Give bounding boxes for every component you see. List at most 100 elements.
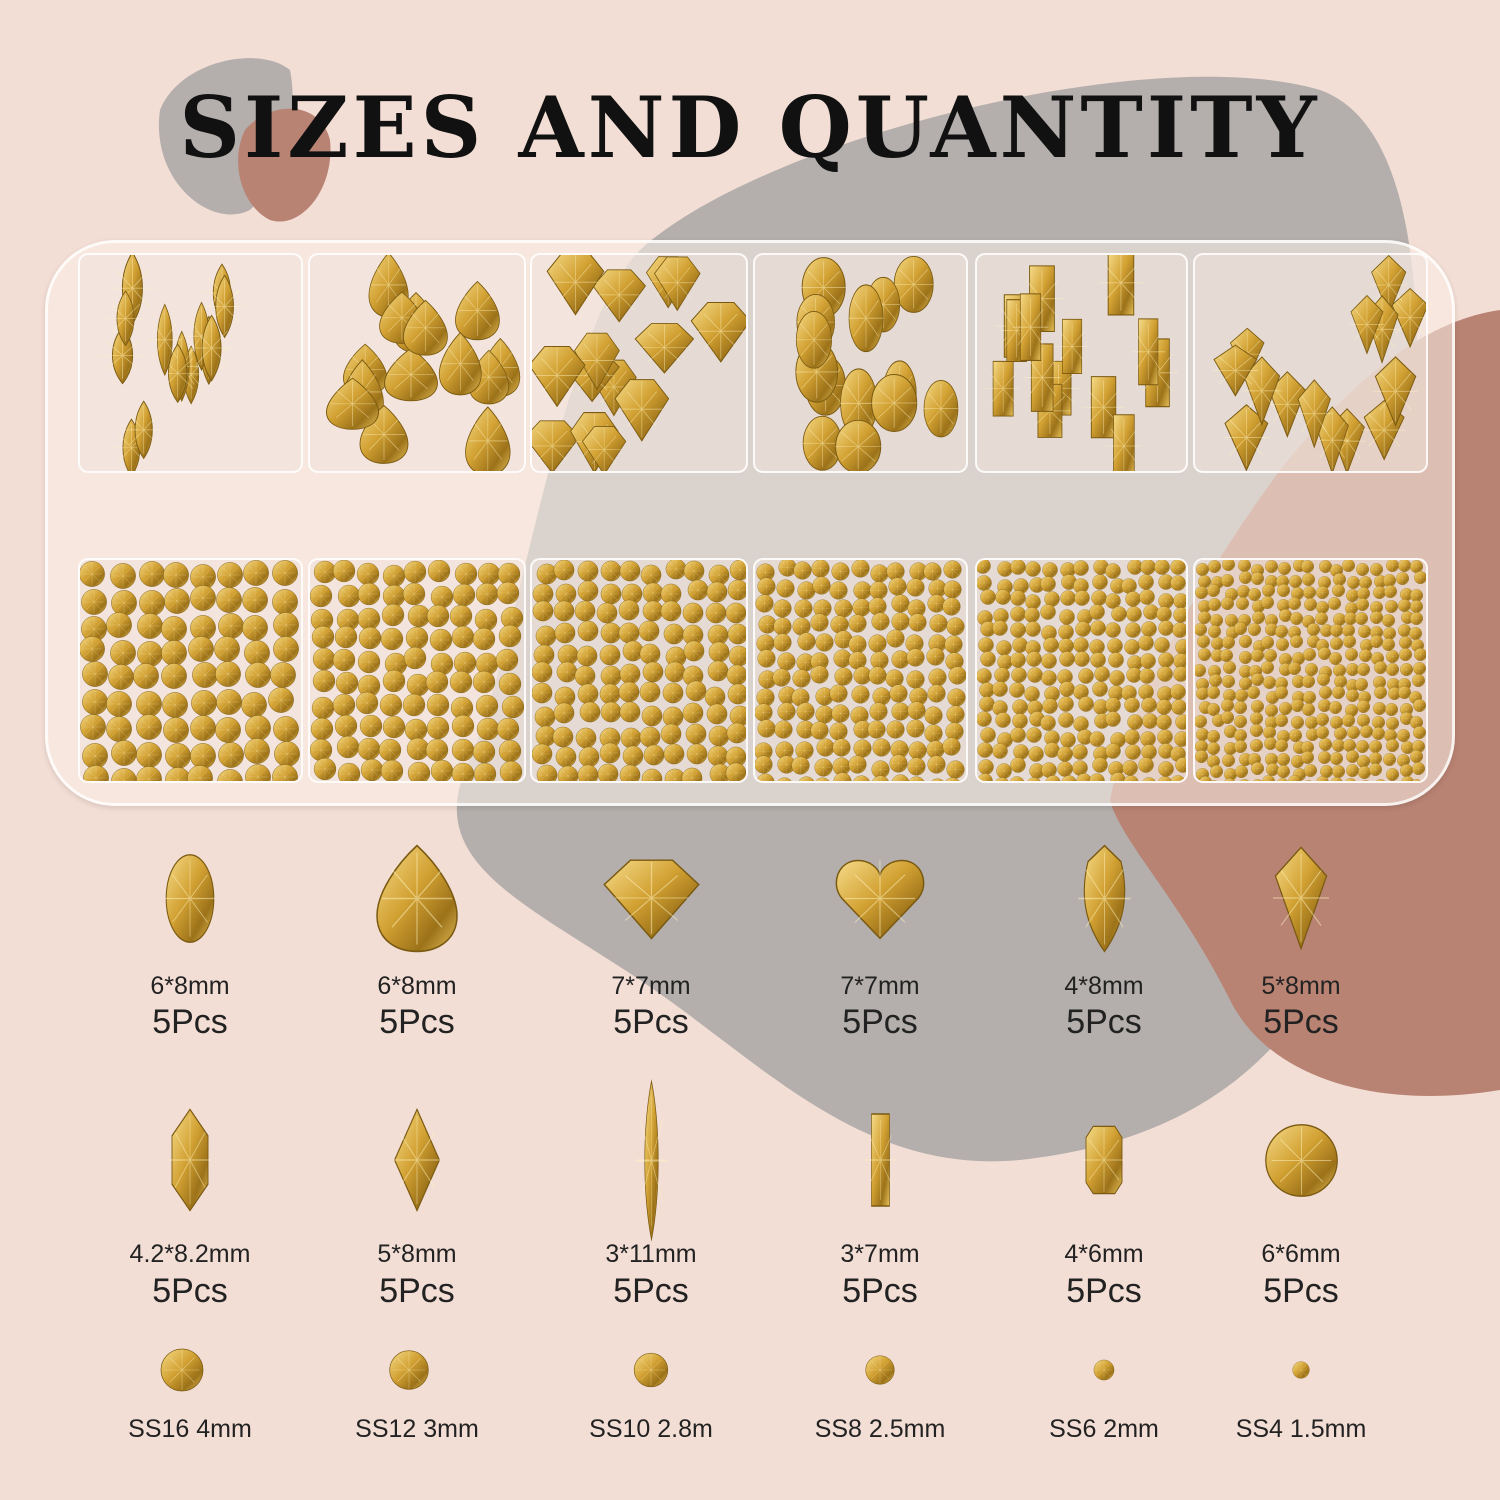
tray-round-gem	[1024, 606, 1040, 623]
tray-round-gem	[622, 745, 643, 766]
tray-round-gem	[407, 605, 431, 628]
tray-round-gem	[886, 720, 905, 739]
tray-round-gem	[532, 601, 554, 622]
tray-round-gem	[106, 612, 132, 638]
tray-gem	[438, 331, 482, 396]
tray-round-gem	[497, 562, 520, 585]
size-label: 7*7mm	[840, 972, 920, 1000]
tray-round-gem	[577, 560, 599, 582]
tray-compartment-bottom-4	[753, 558, 968, 783]
tray-round-gem	[977, 575, 992, 591]
tray-round-gem	[977, 560, 991, 574]
tray-compartment-top-1	[78, 253, 303, 473]
tray-round-gem	[1414, 571, 1426, 584]
tray-round-gem	[755, 594, 774, 613]
tray-round-gem	[272, 560, 299, 586]
tray-round-gem	[451, 738, 475, 762]
tray-round-gem	[189, 564, 216, 590]
tray-round-gem	[924, 706, 943, 725]
tray-round-gem	[848, 614, 867, 633]
tray-round-gem	[928, 668, 947, 687]
tray-round-gem	[245, 764, 271, 781]
tray-round-gem	[358, 651, 381, 674]
tray-round-gem	[1302, 648, 1316, 662]
tray-round-gem	[137, 640, 163, 667]
tray-round-gem	[755, 755, 773, 774]
tray-round-gem	[906, 670, 925, 689]
tray-round-gem	[356, 692, 379, 715]
tray-round-gem	[161, 662, 188, 689]
size-label: 5*8mm	[1261, 972, 1341, 1000]
tray-round-gem	[773, 633, 792, 652]
tray-round-gem	[357, 582, 380, 606]
tray-round-gem	[727, 683, 746, 705]
tray-round-gem	[475, 694, 498, 717]
tray-round-gem	[1175, 757, 1186, 773]
tray-round-gem	[1175, 639, 1186, 655]
tray-round-gem	[889, 754, 908, 773]
tray-round-gem	[927, 756, 946, 774]
tray-round-gem	[891, 702, 910, 721]
tray-round-gem	[833, 738, 851, 757]
tray-round-gem	[641, 768, 663, 781]
tray-round-gem	[554, 622, 576, 644]
tray-round-gem	[943, 580, 962, 599]
tray-round-gem	[600, 701, 622, 723]
tray-round-gem	[727, 623, 746, 645]
tray-round-gem	[1412, 673, 1425, 687]
tray-round-gem	[725, 762, 746, 781]
tray-round-gem	[977, 668, 992, 684]
tray-round-gem	[1073, 636, 1089, 653]
tray-round-gem	[274, 741, 300, 767]
tray-round-gem	[110, 563, 136, 589]
tray-round-gem	[332, 693, 356, 716]
tray-round-gem	[853, 775, 871, 781]
tray-round-gem	[403, 693, 426, 716]
tray-round-gem	[1363, 780, 1368, 781]
tray-round-gem	[332, 649, 356, 672]
tray-round-gem	[1330, 776, 1343, 781]
tray-round-gem	[1041, 624, 1058, 641]
tray-gem	[384, 347, 439, 401]
octagon-rhinestone-icon	[1083, 1125, 1125, 1195]
tray-round-gem	[1073, 560, 1089, 576]
tray-round-gem	[1236, 597, 1250, 611]
tray-round-gem	[80, 589, 107, 615]
tray-round-gem	[726, 722, 746, 744]
tray-round-gem	[793, 561, 812, 580]
tray-round-gem	[776, 579, 795, 598]
tray-round-gem	[619, 600, 640, 621]
tray-round-gem	[311, 718, 334, 741]
round-rhinestone-icon	[160, 1348, 204, 1392]
tray-round-gem	[796, 702, 815, 721]
tray-round-gem	[532, 682, 552, 704]
rhombus-rhinestone-icon	[392, 1107, 442, 1213]
tray-round-gem	[1025, 560, 1041, 577]
tray-round-gem	[619, 663, 641, 685]
tray-round-gem	[666, 646, 687, 667]
tray-round-gem	[948, 666, 966, 685]
tray-round-gem	[1138, 635, 1154, 652]
quantity-label: 5Pcs	[379, 1272, 455, 1310]
tray-round-gem	[1125, 622, 1141, 638]
tray-round-gem	[773, 599, 792, 618]
tray-round-gem	[217, 769, 243, 781]
tray-round-gem	[1398, 648, 1412, 662]
tray-round-gem	[815, 633, 834, 652]
tray-round-gem	[242, 587, 269, 613]
tray-round-gem	[1126, 667, 1142, 683]
tray-round-gem	[639, 620, 660, 642]
tray-round-gem	[450, 671, 473, 694]
tray-round-gem	[643, 744, 665, 766]
tray-round-gem	[872, 775, 889, 781]
tray-round-gem	[187, 765, 214, 781]
tray-gem	[848, 284, 884, 352]
tray-round-gem	[1124, 696, 1140, 713]
tray-round-gem	[310, 585, 332, 608]
tray-round-gem	[496, 649, 519, 672]
tray-round-gem	[1287, 775, 1301, 781]
tray-round-gem	[891, 774, 909, 781]
tray-round-gem	[1089, 638, 1106, 655]
tray-round-gem	[927, 684, 946, 703]
tray-round-gem	[532, 744, 553, 765]
